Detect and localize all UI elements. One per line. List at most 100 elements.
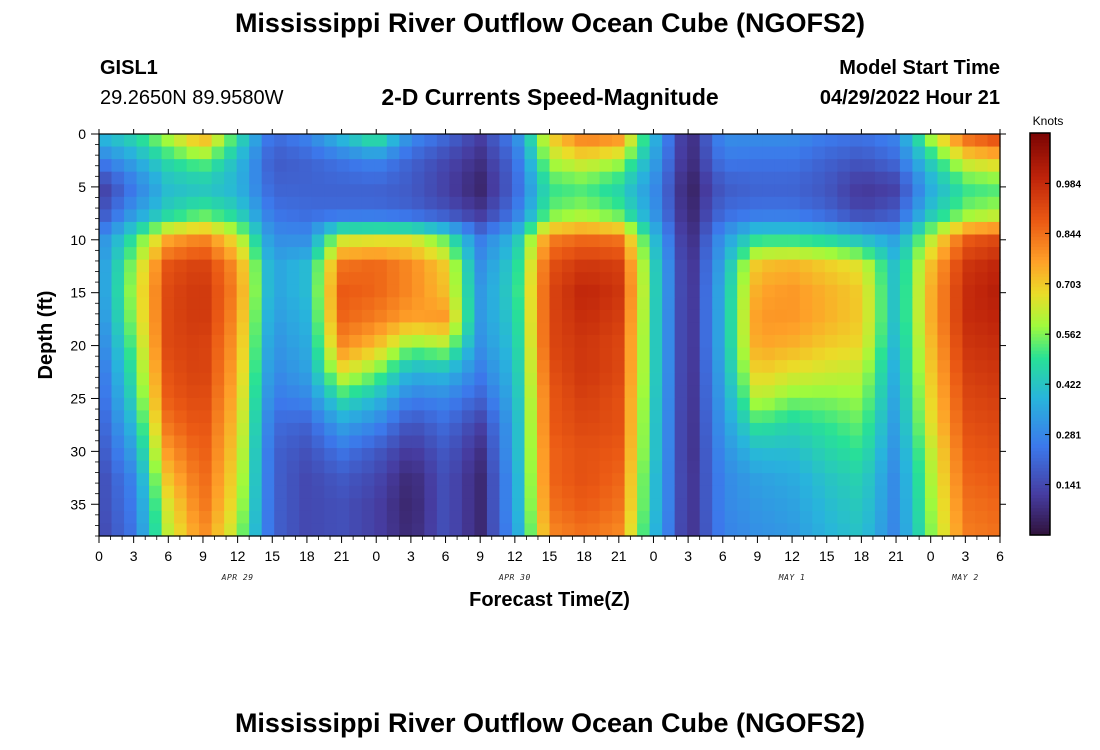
heatmap-cell	[136, 510, 150, 525]
heatmap-cell	[949, 372, 964, 386]
heatmap-cell	[274, 347, 288, 361]
heatmap-cell	[987, 335, 1001, 349]
heatmap-cell	[662, 234, 676, 248]
heatmap-cell	[211, 184, 225, 198]
heatmap-cell	[524, 460, 538, 474]
heatmap-cell	[912, 322, 926, 336]
heatmap-cell	[524, 184, 538, 198]
heatmap-cell	[962, 209, 976, 223]
heatmap-cell	[211, 259, 225, 273]
heatmap-cell	[699, 397, 713, 411]
heatmap-cell	[311, 234, 325, 248]
heatmap-cell	[399, 372, 413, 386]
x-tick-label: 3	[684, 548, 692, 564]
heatmap-cell	[261, 510, 275, 525]
heatmap-cell	[524, 134, 538, 148]
heatmap-cell	[149, 523, 163, 537]
heatmap-cell	[862, 523, 876, 537]
heatmap-cell	[399, 485, 413, 499]
heatmap-cell	[486, 498, 501, 512]
heatmap-cell	[311, 159, 325, 173]
heatmap-cell	[361, 196, 375, 210]
heatmap-cell	[887, 234, 901, 248]
heatmap-cell	[424, 422, 438, 437]
heatmap-cell	[724, 460, 738, 474]
heatmap-cell	[587, 259, 601, 273]
heatmap-cell	[699, 184, 713, 198]
heatmap-cell	[511, 460, 526, 474]
heatmap-cell	[436, 247, 450, 261]
heatmap-cell	[612, 284, 626, 298]
heatmap-cell	[649, 259, 663, 273]
heatmap-cell	[837, 247, 851, 261]
heatmap-cell	[311, 523, 325, 537]
heatmap-cell	[937, 284, 951, 298]
heatmap-cell	[474, 335, 488, 349]
heatmap-cell	[499, 360, 513, 374]
heatmap-cell	[574, 435, 588, 449]
heatmap-cell	[549, 221, 563, 236]
colorbar-segment	[1030, 287, 1050, 292]
heatmap-cell	[449, 397, 463, 411]
heatmap-cell	[774, 347, 788, 361]
heatmap-cell	[749, 159, 763, 173]
heatmap-cell	[749, 460, 763, 474]
heatmap-cell	[199, 485, 213, 499]
heatmap-cell	[249, 360, 263, 374]
heatmap-cell	[349, 272, 363, 286]
heatmap-cell	[674, 397, 688, 411]
heatmap-cell	[536, 284, 551, 298]
heatmap-cell	[662, 422, 676, 437]
heatmap-cell	[912, 460, 926, 474]
heatmap-cell	[161, 335, 175, 349]
heatmap-cell	[261, 221, 275, 236]
heatmap-cell	[261, 272, 275, 286]
heatmap-cell	[486, 309, 501, 324]
heatmap-cell	[837, 510, 851, 525]
heatmap-cell	[562, 523, 576, 537]
heatmap-cell	[261, 234, 275, 248]
heatmap-cell	[186, 322, 200, 336]
heatmap-cell	[824, 322, 838, 336]
heatmap-cell	[587, 347, 601, 361]
heatmap-cell	[837, 485, 851, 499]
heatmap-cell	[824, 385, 838, 399]
y-tick-label: 20	[70, 338, 86, 354]
heatmap-cell	[511, 134, 526, 148]
heatmap-cell	[774, 247, 788, 261]
heatmap-cell	[674, 385, 688, 399]
heatmap-cell	[511, 360, 526, 374]
heatmap-cell	[987, 196, 1001, 210]
heatmap-cell	[186, 435, 200, 449]
heatmap-cell	[424, 159, 438, 173]
heatmap-cell	[749, 234, 763, 248]
heatmap-cell	[524, 146, 538, 160]
heatmap-cell	[349, 297, 363, 311]
heatmap-cell	[261, 159, 275, 173]
heatmap-cell	[599, 184, 613, 198]
heatmap-cell	[111, 134, 125, 148]
colorbar-segment	[1030, 424, 1050, 429]
heatmap-cell	[787, 247, 801, 261]
heatmap-cell	[536, 335, 551, 349]
heatmap-cell	[624, 209, 638, 223]
heatmap-cell	[574, 146, 588, 160]
heatmap-cell	[224, 272, 238, 286]
colorbar-segment	[1030, 354, 1050, 359]
heatmap-cell	[474, 397, 488, 411]
heatmap-cell	[887, 209, 901, 223]
heatmap-cell	[674, 171, 688, 185]
heatmap-cell	[536, 134, 551, 148]
heatmap-cell	[737, 272, 751, 286]
heatmap-cell	[124, 297, 138, 311]
heatmap-cell	[399, 171, 413, 185]
heatmap-cell	[687, 360, 701, 374]
heatmap-cell	[449, 360, 463, 374]
heatmap-cell	[149, 473, 163, 487]
heatmap-cell	[536, 460, 551, 474]
heatmap-cell	[587, 309, 601, 324]
heatmap-cell	[774, 435, 788, 449]
heatmap-cell	[549, 284, 563, 298]
heatmap-cell	[974, 410, 989, 424]
heatmap-cell	[511, 196, 526, 210]
